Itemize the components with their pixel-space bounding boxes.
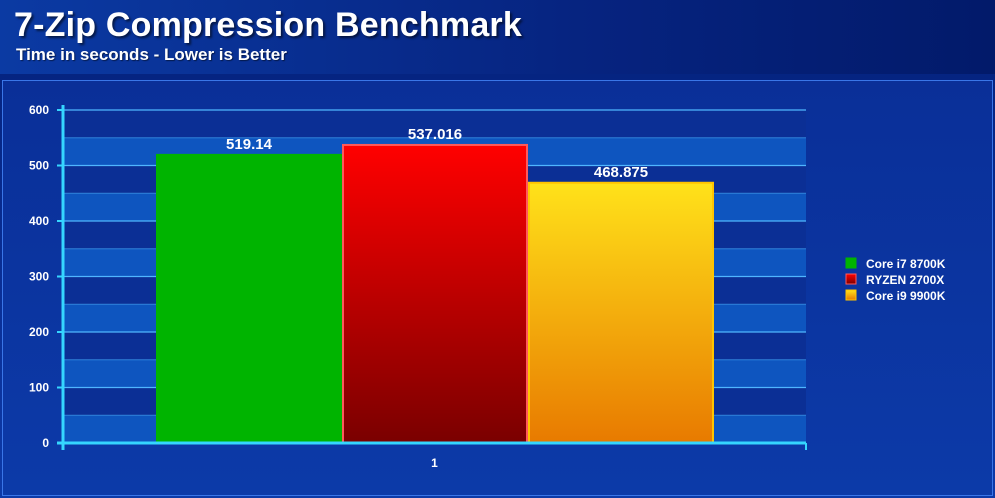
chart-title: 7-Zip Compression Benchmark <box>14 6 522 44</box>
legend-swatch <box>845 257 857 269</box>
y-tick-label: 200 <box>29 325 49 339</box>
bar-ryzen-2700x <box>342 143 528 444</box>
y-tick-label: 600 <box>29 103 49 117</box>
y-tick-label: 500 <box>29 159 49 173</box>
y-tick-label: 400 <box>29 214 49 228</box>
data-label: 519.14 <box>226 136 273 153</box>
bar-core-i9-9900k <box>528 181 714 444</box>
y-tick-label: 100 <box>29 381 49 395</box>
bar-core-i7-8700k <box>156 153 342 445</box>
data-label: 468.875 <box>594 164 648 181</box>
legend-label: Core i9 9900K <box>866 289 946 303</box>
legend-label: RYZEN 2700X <box>866 273 944 287</box>
chart-subtitle: Time in seconds - Lower is Better <box>16 45 287 64</box>
y-tick-label: 300 <box>29 270 49 284</box>
legend-swatch <box>845 289 857 301</box>
legend-label: Core i7 8700K <box>866 257 946 271</box>
legend-swatch <box>845 273 857 285</box>
grid-band <box>63 110 806 138</box>
y-tick-label: 0 <box>42 436 49 450</box>
x-tick-label: 1 <box>431 456 438 470</box>
chart-header: 7-Zip Compression Benchmark Time in seco… <box>0 0 995 74</box>
data-label: 537.016 <box>408 126 462 143</box>
